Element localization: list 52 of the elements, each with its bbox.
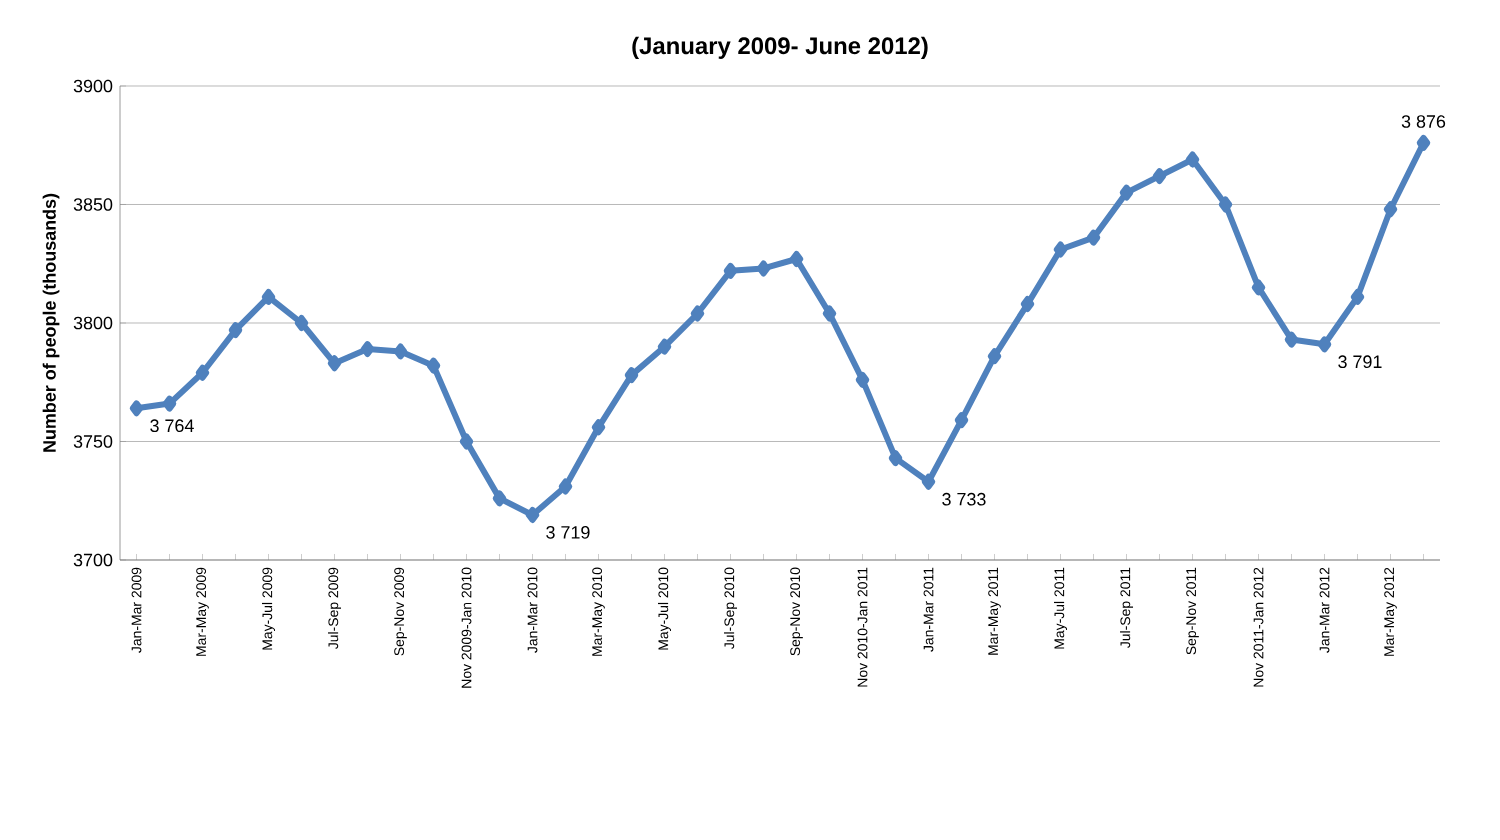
point (657, 338, 672, 355)
point (954, 412, 969, 429)
y-tick-label: 3900 (73, 79, 113, 93)
chart-title: (January 2009- June 2012) (632, 36, 928, 60)
point (1284, 331, 1299, 348)
point (360, 341, 375, 358)
point (558, 478, 573, 495)
y-axis-title: Number of people (thousands) (42, 193, 60, 452)
data-label: 3 719 (546, 526, 590, 539)
point (888, 450, 903, 467)
point (690, 305, 705, 322)
point (1317, 336, 1332, 353)
point (1218, 196, 1233, 213)
point (789, 251, 804, 268)
point (261, 288, 276, 305)
point (855, 371, 870, 388)
point (1416, 134, 1431, 151)
point (1251, 279, 1266, 296)
point (459, 433, 474, 450)
y-tick-label: 3750 (73, 435, 113, 448)
point (228, 322, 243, 339)
point (624, 367, 639, 384)
point (756, 260, 771, 277)
point (1185, 151, 1200, 168)
data-label: 3 791 (1338, 355, 1382, 369)
point (1020, 296, 1035, 313)
point (1086, 229, 1101, 246)
point (1350, 288, 1365, 305)
data-label: 3 733 (942, 492, 986, 506)
point (987, 348, 1002, 365)
point (162, 395, 177, 412)
point (525, 506, 540, 523)
point (1119, 184, 1134, 201)
point (195, 364, 210, 381)
point (921, 473, 936, 490)
point (294, 314, 309, 331)
point (1383, 201, 1398, 218)
point (426, 357, 441, 374)
point (1152, 168, 1167, 185)
point (129, 400, 144, 417)
data-label: 3 764 (150, 419, 194, 433)
point (822, 305, 837, 322)
y-tick-label: 3700 (73, 553, 113, 567)
point (492, 490, 507, 507)
point (393, 343, 408, 360)
y-tick-label: 3850 (73, 198, 113, 211)
point (1053, 241, 1068, 258)
point (591, 419, 606, 436)
data-label: 3 876 (1401, 115, 1446, 128)
point (723, 262, 738, 279)
y-tick-label: 3800 (73, 316, 113, 330)
point (327, 355, 342, 372)
